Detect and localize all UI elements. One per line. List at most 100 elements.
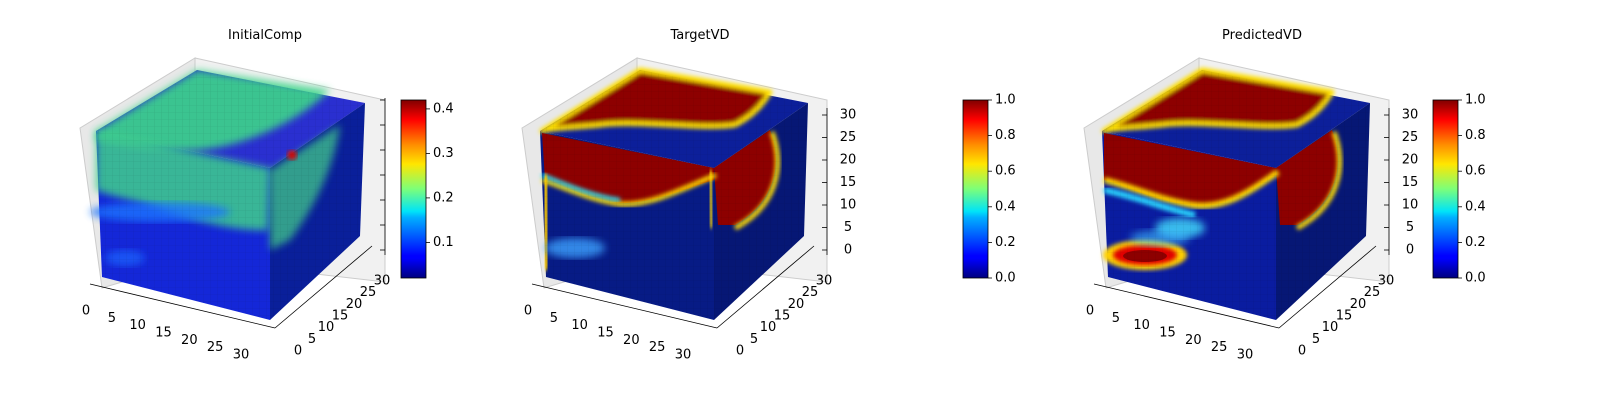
colorbar-tick-label: 0.8 xyxy=(1465,128,1486,143)
y-tick-label: 0 xyxy=(736,344,744,359)
colorbar-tick-label: 0.2 xyxy=(433,190,454,205)
panel-initialcomp: InitialComp 0 5 10 1 xyxy=(79,28,454,363)
y-tick-label: 25 xyxy=(1364,285,1381,300)
colorbar-tick-labels: 0.1 0.2 0.3 0.4 xyxy=(426,101,454,250)
y-tick-label: 5 xyxy=(750,332,758,347)
panel-title: PredictedVD xyxy=(1222,28,1302,43)
colorbar-tick-label: 0.2 xyxy=(1465,235,1486,250)
y-tick-label: 30 xyxy=(816,274,833,289)
voxel-cube xyxy=(90,70,365,320)
x-tick-labels: 0 5 10 15 20 25 30 xyxy=(82,304,249,363)
x-tick-labels: 0 5 10 15 20 25 30 xyxy=(1086,304,1253,363)
x-tick-label: 20 xyxy=(181,333,198,348)
x-tick-label: 20 xyxy=(1185,333,1202,348)
y-tick-label: 30 xyxy=(374,274,391,289)
y-tick-label: 15 xyxy=(1336,309,1353,324)
y-tick-label: 10 xyxy=(1322,320,1339,335)
colorbar-tick-label: 0.1 xyxy=(433,235,454,250)
colorbar-tick-label: 0.4 xyxy=(995,199,1016,214)
z-tick-label: 30 xyxy=(1402,108,1419,123)
colorbar-tick-label: 0.3 xyxy=(433,146,454,161)
z-tick-label: 15 xyxy=(1402,175,1419,190)
y-tick-label: 15 xyxy=(774,309,791,324)
x-tick-label: 25 xyxy=(1211,340,1228,355)
x-tick-label: 15 xyxy=(1159,326,1176,341)
colorbar-tick-label: 0.0 xyxy=(1465,271,1486,286)
z-tick-label: 25 xyxy=(1402,130,1419,145)
voxel-cube xyxy=(539,67,808,320)
panel-predictedvd: PredictedVD xyxy=(1083,28,1486,363)
z-tick-label: 10 xyxy=(1402,198,1419,213)
x-tick-label: 30 xyxy=(233,348,250,363)
panel-title: InitialComp xyxy=(228,28,302,43)
axis-lines xyxy=(1093,108,1390,329)
y-tick-label: 10 xyxy=(318,320,335,335)
z-tick-labels: 0 5 10 15 20 25 30 xyxy=(822,108,856,258)
x-tick-label: 15 xyxy=(155,326,172,341)
x-tick-label: 5 xyxy=(1112,311,1120,326)
x-tick-label: 5 xyxy=(550,311,558,326)
colorbar-gradient xyxy=(962,99,989,279)
z-tick-label: 5 xyxy=(844,220,852,235)
colorbar-tick-label: 1.0 xyxy=(1465,93,1486,108)
colorbar: 0.1 0.2 0.3 0.4 xyxy=(400,99,454,279)
z-tick-label: 30 xyxy=(840,108,857,123)
colorbar-tick-labels: 0.0 0.2 0.4 0.6 0.8 1.0 xyxy=(1458,93,1486,286)
z-tick-label: 25 xyxy=(840,130,857,145)
x-tick-label: 0 xyxy=(524,304,532,319)
y-tick-label: 10 xyxy=(760,320,777,335)
colorbar-gradient xyxy=(1432,99,1459,279)
colorbar-gradient xyxy=(400,99,427,279)
colorbar-tick-label: 0.0 xyxy=(995,271,1016,286)
x-tick-label: 0 xyxy=(1086,304,1094,319)
x-tick-label: 20 xyxy=(623,333,640,348)
x-tick-label: 15 xyxy=(597,326,614,341)
z-tick-label: 10 xyxy=(840,198,857,213)
colorbar: 0.0 0.2 0.4 0.6 0.8 1.0 xyxy=(1432,93,1486,286)
panel-targetvd: TargetVD xyxy=(521,28,1016,363)
panel-title: TargetVD xyxy=(669,28,729,43)
y-tick-label: 0 xyxy=(294,344,302,359)
y-tick-label: 30 xyxy=(1378,274,1395,289)
y-tick-label: 20 xyxy=(1350,297,1367,312)
colorbar-tick-labels: 0.0 0.2 0.4 0.6 0.8 1.0 xyxy=(988,93,1016,286)
colorbar-tick-label: 0.6 xyxy=(995,164,1016,179)
x-tick-label: 30 xyxy=(675,348,692,363)
colorbar-tick-label: 0.4 xyxy=(433,101,454,116)
colorbar-tick-label: 0.2 xyxy=(995,235,1016,250)
colorbar-tick-label: 0.8 xyxy=(995,128,1016,143)
x-tick-label: 30 xyxy=(1237,348,1254,363)
x-tick-label: 0 xyxy=(82,304,90,319)
z-tick-label: 0 xyxy=(844,243,852,258)
y-tick-label: 25 xyxy=(802,285,819,300)
voxel-cube xyxy=(1101,67,1370,320)
axis-lines xyxy=(89,98,386,329)
z-tick-label: 0 xyxy=(1406,243,1414,258)
x-tick-label: 25 xyxy=(649,340,666,355)
y-tick-label: 5 xyxy=(308,332,316,347)
x-tick-labels: 0 5 10 15 20 25 30 xyxy=(524,304,691,363)
x-tick-label: 25 xyxy=(207,340,224,355)
z-tick-labels: 0 5 10 15 20 25 30 xyxy=(1384,108,1418,258)
y-tick-label: 20 xyxy=(788,297,805,312)
y-tick-label: 15 xyxy=(332,309,349,324)
x-tick-label: 5 xyxy=(108,311,116,326)
x-tick-label: 10 xyxy=(571,318,588,333)
z-tick-label: 15 xyxy=(840,175,857,190)
colorbar-tick-label: 0.6 xyxy=(1465,164,1486,179)
z-tick-label: 20 xyxy=(840,153,857,168)
colorbar-tick-label: 0.4 xyxy=(1465,199,1486,214)
colorbar-tick-label: 1.0 xyxy=(995,93,1016,108)
x-tick-label: 10 xyxy=(1133,318,1150,333)
x-tick-label: 10 xyxy=(129,318,146,333)
colorbar: 0.0 0.2 0.4 0.6 0.8 1.0 xyxy=(962,93,1016,286)
axis-lines xyxy=(531,108,828,329)
z-tick-label: 5 xyxy=(1406,220,1414,235)
y-tick-label: 0 xyxy=(1298,344,1306,359)
z-tick-label: 20 xyxy=(1402,153,1419,168)
y-tick-label: 20 xyxy=(346,297,363,312)
